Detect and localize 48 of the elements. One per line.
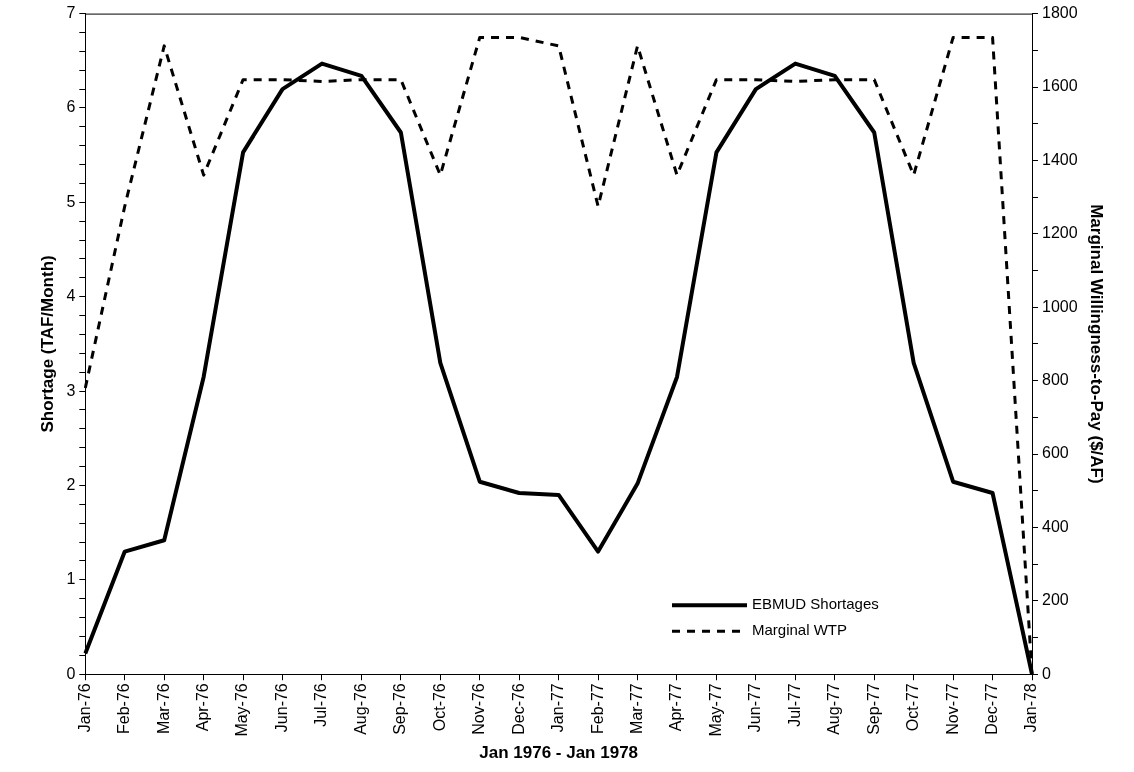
y-tick-label: 6: [66, 98, 76, 116]
x-tick-label: Jun-77: [746, 683, 764, 733]
x-tick-label: Feb-77: [588, 683, 606, 734]
x-axis-title: Jan 1976 - Jan 1978: [479, 743, 639, 763]
y-tick-label: 0: [66, 664, 76, 682]
x-tick-label: Jan-76: [75, 683, 93, 733]
x-tick-label: Mar-76: [154, 683, 172, 734]
x-tick-label: Aug-77: [825, 683, 843, 735]
x-tick-label: Jul-77: [785, 683, 803, 727]
x-tick-label: Aug-76: [351, 683, 369, 735]
y2-tick-label: 400: [1042, 517, 1069, 535]
x-tick-label: Oct-77: [904, 683, 922, 732]
y-tick-label: 2: [66, 475, 76, 493]
y2-tick-label: 1800: [1042, 4, 1078, 22]
x-tick-label: Nov-77: [943, 683, 961, 735]
y2-tick-label: 0: [1042, 664, 1052, 682]
y-tick-label: 7: [66, 4, 76, 22]
y2-axis-title: Marginal Willingness-to-Pay ($/AF): [1087, 204, 1107, 484]
x-tick-label: Jan-78: [1022, 683, 1040, 733]
y2-tick-label: 1600: [1042, 77, 1078, 95]
x-tick-label: Apr-77: [667, 683, 685, 732]
x-tick-label: Nov-76: [470, 683, 488, 735]
x-tick-label: Sep-77: [864, 683, 882, 735]
y2-tick-label: 1400: [1042, 150, 1078, 168]
legend-label: EBMUD Shortages: [752, 595, 879, 613]
x-tick-label: Oct-76: [430, 683, 448, 732]
y-tick-label: 1: [66, 570, 76, 588]
y-tick-label: 3: [66, 381, 76, 399]
y2-tick-label: 1000: [1042, 297, 1078, 315]
y-tick-label: 4: [66, 287, 76, 305]
y2-tick-label: 600: [1042, 444, 1069, 462]
y-axis-title: Shortage (TAF/Month): [37, 255, 57, 433]
legend-label: Marginal WTP: [752, 621, 848, 639]
x-tick-label: Jul-76: [312, 683, 330, 727]
y2-tick-label: 200: [1042, 591, 1069, 609]
x-tick-label: Sep-76: [391, 683, 409, 735]
x-tick-label: Apr-76: [194, 683, 212, 732]
x-tick-label: May-77: [706, 683, 724, 737]
x-tick-label: Mar-77: [627, 683, 645, 734]
y2-tick-label: 1200: [1042, 224, 1078, 242]
x-tick-label: Jun-76: [272, 683, 290, 733]
x-tick-label: Dec-76: [509, 683, 527, 735]
y-tick-label: 5: [66, 192, 76, 210]
x-tick-label: May-76: [233, 683, 251, 737]
x-tick-label: Jan-77: [549, 683, 567, 733]
x-tick-label: Feb-76: [115, 683, 133, 734]
x-tick-label: Dec-77: [982, 683, 1000, 735]
y2-tick-label: 800: [1042, 371, 1069, 389]
